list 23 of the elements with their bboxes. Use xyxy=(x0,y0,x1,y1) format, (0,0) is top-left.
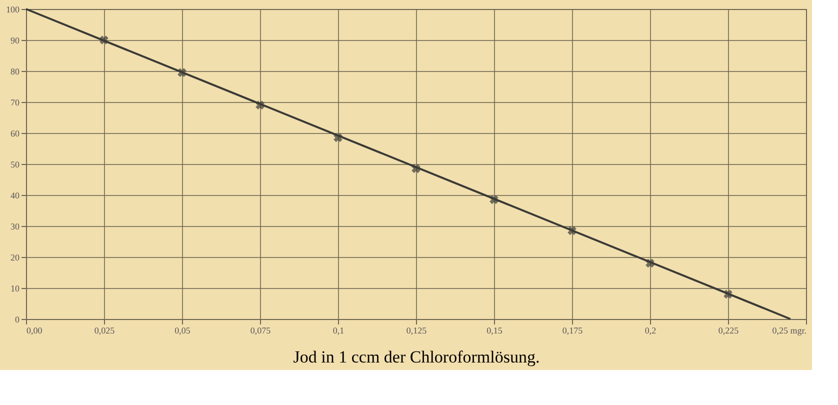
x-tick-label: 0,15 xyxy=(486,326,503,336)
y-tick-label: 30 xyxy=(10,222,20,232)
x-tick-label: 0,05 xyxy=(174,326,191,336)
x-tick-label: 0,175 xyxy=(562,326,584,336)
x-tick-label: 0,075 xyxy=(250,326,272,336)
y-tick-label: 20 xyxy=(10,252,20,262)
x-tick-label: 0,025 xyxy=(94,326,116,336)
x-tick-label: 0,1 xyxy=(332,326,344,336)
y-tick-label: 40 xyxy=(10,190,20,200)
x-tick-label: 0,2 xyxy=(644,326,656,336)
x-tick-label: 0,125 xyxy=(406,326,428,336)
y-tick-label: 10 xyxy=(10,284,20,294)
y-tick-label: 90 xyxy=(10,36,20,46)
x-tick-label: 0,00 xyxy=(26,326,43,336)
x-tick-label: 0,225 xyxy=(718,326,740,336)
x-tick-label: 0,25 mgr. xyxy=(772,326,806,336)
y-tick-label: 60 xyxy=(10,128,20,138)
y-tick-label: 0 xyxy=(15,314,20,324)
y-tick-label: 70 xyxy=(10,98,20,108)
y-tick-label: 100 xyxy=(6,4,20,14)
y-tick-label: 80 xyxy=(10,66,20,76)
x-axis-title: Jod in 1 ccm der Chloroformlösung. xyxy=(293,348,540,366)
y-tick-label: 50 xyxy=(10,160,20,170)
